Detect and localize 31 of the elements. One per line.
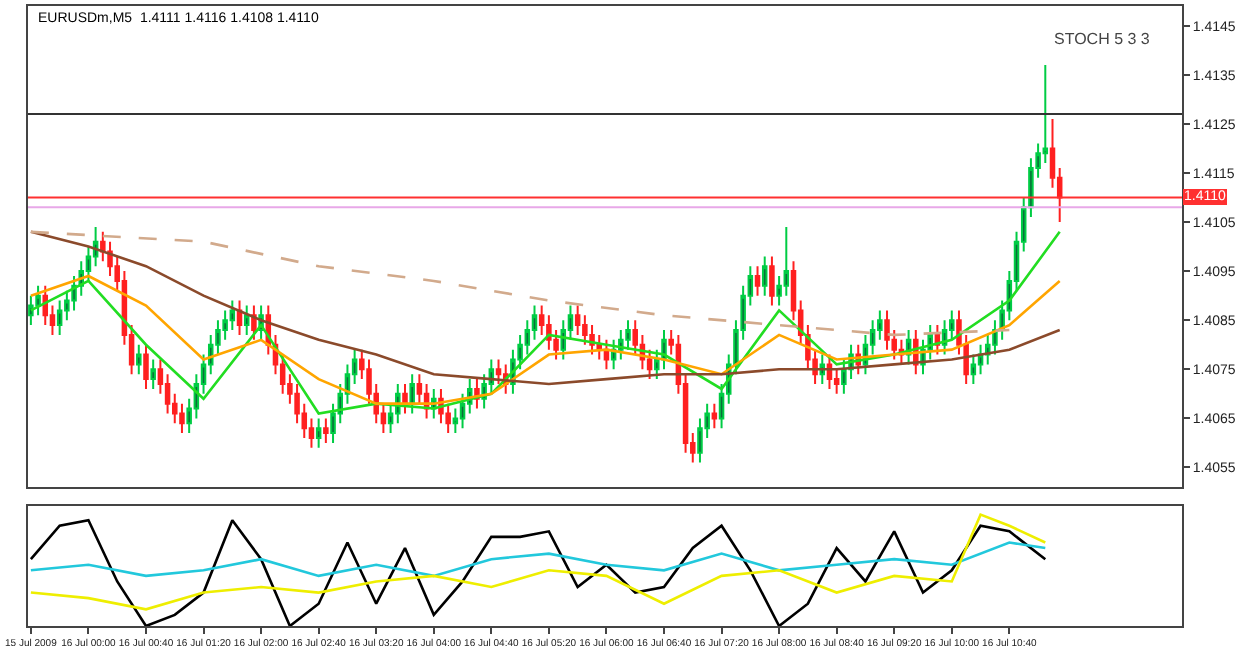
candlestick — [236, 299, 243, 336]
annotation: STOCH 5 3 3 — [1054, 30, 1151, 48]
candlestick — [315, 417, 322, 449]
candlestick — [977, 343, 984, 376]
candlestick — [625, 319, 631, 351]
candlestick — [783, 225, 790, 297]
candlestick — [884, 309, 890, 351]
candlestick — [402, 383, 408, 415]
candlestick — [409, 373, 415, 415]
candlestick — [143, 343, 149, 390]
candlestick — [179, 402, 185, 435]
candlestick — [35, 284, 41, 317]
candlestick — [761, 255, 768, 297]
candlestick — [711, 402, 718, 430]
candlestick — [769, 255, 775, 307]
candlestick — [56, 299, 63, 336]
candlestick — [150, 358, 156, 390]
candlestick — [596, 333, 602, 361]
line-series — [29, 230, 1011, 337]
candlestick — [495, 358, 502, 386]
line-series — [29, 230, 1061, 415]
candlestick — [28, 294, 34, 327]
candlestick — [229, 299, 236, 332]
candlestick — [136, 343, 142, 376]
line-series — [29, 274, 1061, 405]
candlestick — [754, 265, 761, 297]
candlestick — [323, 417, 329, 444]
candlestick — [970, 353, 977, 386]
candlestick — [243, 304, 250, 336]
line-series — [29, 230, 1061, 386]
candlestick — [251, 304, 257, 341]
